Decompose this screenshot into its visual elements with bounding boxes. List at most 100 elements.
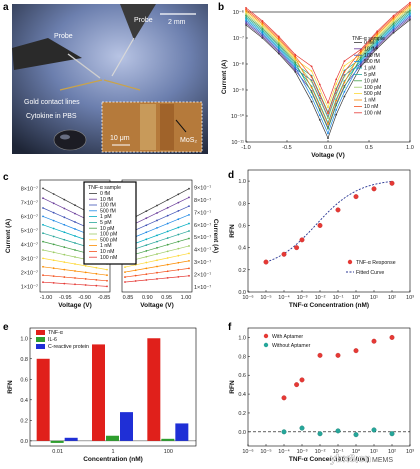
- y-tick-label-f: 0.6: [238, 373, 246, 379]
- data-point-c-right: [177, 193, 180, 196]
- data-point-c-left: [74, 228, 76, 230]
- data-point-b: [392, 16, 395, 19]
- data-point-b: [409, 9, 411, 12]
- legend-label-c: 10 nM: [100, 249, 114, 255]
- data-point-b: [392, 28, 395, 31]
- gold-line-1: [59, 79, 103, 91]
- y-tick-label-b: 10⁻⁷: [233, 35, 244, 42]
- y-tick-label-c-right: 1×10⁻⁷: [194, 284, 211, 291]
- data-point-b: [392, 22, 395, 25]
- y-tick-label-d: 0.4: [238, 246, 246, 252]
- y-tick-label-e: 0.8: [20, 357, 28, 363]
- data-point-c-right: [166, 243, 169, 246]
- y-tick-label-f: 0.2: [238, 411, 246, 417]
- data-point-c-right: [156, 265, 158, 268]
- x-axis-label-f: TNF-α Concentration (nM): [289, 456, 369, 463]
- data-point-b: [261, 37, 264, 39]
- data-point-f-with: [353, 348, 359, 354]
- legend-label-d-1: TNF-α Response: [356, 260, 396, 266]
- data-point-b: [310, 100, 313, 103]
- data-point-d: [371, 186, 377, 192]
- y-tick-label-c-left: 3×10⁻⁷: [21, 255, 38, 262]
- data-point-d: [389, 180, 395, 186]
- data-point-b: [409, 6, 411, 9]
- data-point-b: [376, 47, 379, 50]
- data-point-b: [359, 59, 362, 62]
- data-point-c-right: [188, 222, 190, 225]
- data-point-b: [343, 81, 346, 84]
- data-point-c-left: [52, 235, 55, 238]
- data-point-d: [281, 251, 287, 257]
- data-point-f-without: [371, 427, 377, 433]
- data-point-c-right: [188, 252, 190, 255]
- inset-electrode: [160, 104, 174, 150]
- data-point-c-left: [106, 274, 108, 277]
- panel-c: c-1.00 -0.95 -0.90 -0.85 0.85 0.90 0.95 1.001×1…: [3, 172, 219, 309]
- data-point-c-right: [177, 240, 180, 243]
- y-tick-label-c-right: 5×10⁻⁷: [194, 234, 211, 241]
- data-point-c-left: [52, 193, 55, 195]
- data-point-c-right: [145, 273, 148, 276]
- legend-label-f-1: With Aptamer: [272, 334, 303, 340]
- data-point-b: [335, 89, 338, 91]
- data-point-b: [409, 7, 411, 10]
- data-point-b: [261, 35, 264, 38]
- data-point-c-left: [63, 216, 66, 219]
- data-point-b: [318, 119, 321, 121]
- data-point-c-right: [145, 210, 148, 213]
- x-tick-label-d: 10²: [388, 295, 396, 301]
- data-point-c-left: [74, 204, 76, 207]
- panel-letter-f: f: [228, 322, 232, 333]
- data-point-c-right: [177, 254, 180, 257]
- label-gold: Gold contact lines: [24, 99, 80, 106]
- x-tick-label-e: 1: [111, 449, 114, 455]
- legend-label-c: 10 fM: [100, 197, 113, 203]
- legend-label-b: 100 nM: [364, 110, 381, 116]
- data-point-c-right: [177, 210, 180, 212]
- watermark-sub: MEMS: [372, 457, 393, 464]
- y-tick-label-c-left: 5×10⁻⁷: [21, 227, 38, 234]
- data-point-f-without: [353, 432, 359, 438]
- y-tick-label-e: 0.2: [20, 418, 28, 424]
- x-tick-label-b: -1.0: [241, 145, 250, 151]
- data-point-c-right: [177, 275, 180, 278]
- data-point-b: [310, 86, 313, 89]
- data-point-b: [277, 44, 280, 47]
- data-point-c-right: [188, 213, 190, 216]
- x-tick-label-f: 10⁻¹: [333, 449, 344, 455]
- panel-letter-e: e: [3, 322, 9, 333]
- x-tick-label-f: 10³: [406, 449, 414, 455]
- y-tick-label-c-left: 7×10⁻⁷: [21, 199, 38, 206]
- data-point-b: [392, 14, 395, 17]
- legend-label-e: C-reactive protein: [48, 344, 89, 350]
- data-point-b: [277, 48, 280, 50]
- data-point-b: [318, 109, 321, 112]
- data-point-f-without: [389, 431, 395, 437]
- data-point-f-with: [371, 338, 377, 344]
- legend-label-c: 1 pM: [100, 214, 112, 220]
- legend-label-f-2: Without Aptamer: [272, 343, 311, 349]
- data-point-c-right: [166, 257, 169, 259]
- data-point-b: [245, 16, 247, 19]
- data-point-c-left: [74, 249, 76, 251]
- left-probe-tip: [67, 53, 101, 79]
- data-point-b: [310, 96, 313, 98]
- data-point-c-right: [156, 212, 158, 214]
- data-point-c-left: [63, 198, 66, 201]
- data-point-b: [409, 11, 411, 13]
- panel-letter-c: c: [3, 172, 9, 183]
- data-point-c-left: [63, 246, 66, 249]
- data-point-b: [261, 29, 264, 32]
- data-point-b: [376, 36, 379, 39]
- y-tick-label-f: 0.4: [238, 392, 246, 398]
- data-point-d: [263, 259, 269, 265]
- data-point-c-left: [84, 264, 87, 267]
- data-point-b: [409, 1, 411, 4]
- legend-label-b: 1 pM: [364, 66, 376, 72]
- x-axis-label-b: Voltage (V): [311, 152, 344, 159]
- data-point-b: [376, 35, 379, 37]
- label-inset-scale: 10 μm: [110, 135, 130, 142]
- data-point-b: [310, 76, 313, 78]
- data-point-c-left: [52, 227, 55, 230]
- legend-marker-f-1: [263, 333, 269, 339]
